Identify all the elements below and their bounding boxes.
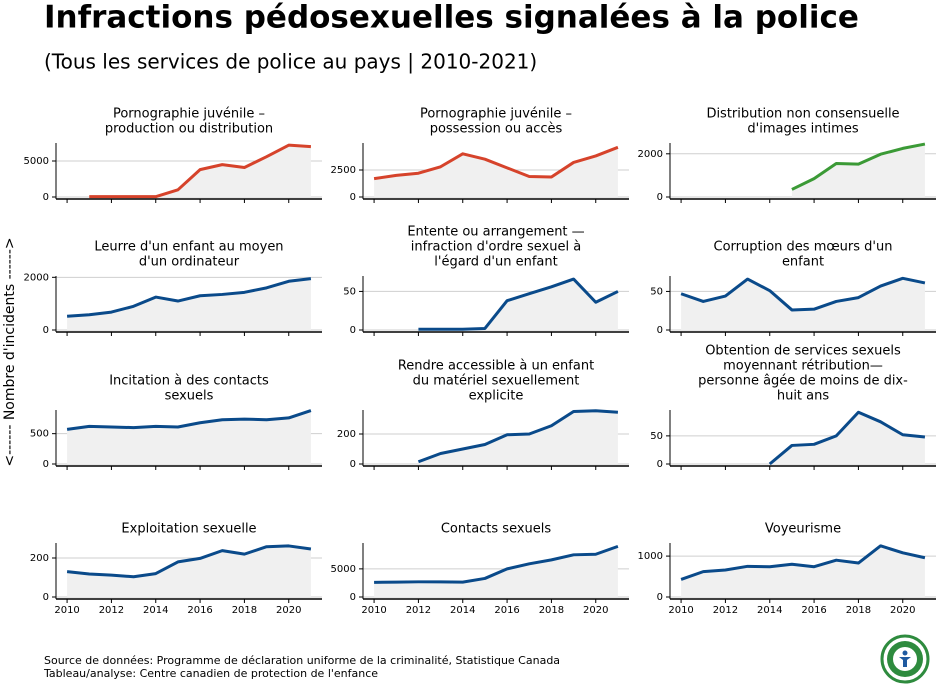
panel-title: d'un ordinateur	[139, 255, 240, 270]
y-tick-label: 5000	[331, 564, 356, 575]
y-tick-label: 0	[657, 459, 663, 470]
y-tick-label: 0	[657, 592, 663, 603]
panel-title: Leurre d'un enfant au moyen	[94, 240, 283, 255]
y-tick-label: 50	[650, 431, 663, 442]
panel-title: Distribution non consensuelle	[706, 107, 899, 122]
y-tick-label: 0	[350, 192, 356, 203]
y-tick-label: 5000	[24, 156, 49, 167]
x-tick-label: 2010	[54, 605, 79, 616]
panel-title: explicite	[469, 389, 524, 404]
y-tick-label: 1000	[638, 551, 663, 562]
source-line: Tableau/analyse: Centre canadien de prot…	[43, 667, 378, 680]
x-tick-label: 2020	[583, 605, 608, 616]
y-tick-label: 200	[30, 553, 49, 564]
data-line	[680, 544, 926, 581]
area	[374, 147, 618, 197]
page-title: Infractions pédosexuelles signalées à la…	[44, 0, 859, 36]
panel-title: infraction d'ordre sexuel à	[411, 240, 581, 255]
y-tick-label: 0	[43, 325, 49, 336]
y-tick-label: 0	[657, 325, 663, 336]
panel-title: moyennant rétribution—	[723, 359, 883, 374]
x-tick-label: 2010	[668, 605, 693, 616]
panel-title: l'égard d'un enfant	[434, 255, 557, 270]
x-tick-label: 2014	[143, 605, 168, 616]
y-tick-label: 2000	[638, 149, 663, 160]
panel-title: Pornographie juvénile –	[420, 107, 572, 122]
panel-title: personne âgée de moins de dix-	[698, 374, 908, 389]
y-tick-label: 0	[350, 459, 356, 470]
x-tick-label: 2018	[846, 605, 871, 616]
data-line	[680, 276, 926, 312]
panel-title: Exploitation sexuelle	[121, 522, 256, 537]
panel-title: Contacts sexuels	[441, 522, 552, 537]
area	[791, 144, 925, 197]
panel-title: d'images intimes	[747, 122, 858, 137]
y-tick-label: 500	[30, 429, 49, 440]
area	[418, 279, 618, 330]
x-tick-label: 2012	[406, 605, 431, 616]
x-tick-label: 2010	[361, 605, 386, 616]
x-tick-label: 2016	[494, 605, 519, 616]
area	[67, 410, 311, 464]
data-line	[374, 544, 619, 584]
data-line	[89, 143, 312, 199]
logo	[880, 634, 930, 684]
x-tick-label: 2014	[450, 605, 475, 616]
x-tick-label: 2016	[801, 605, 826, 616]
y-axis-label: <------ Nombre d'incidents ------>	[2, 237, 18, 466]
area	[418, 410, 618, 464]
x-tick-label: 2014	[757, 605, 782, 616]
panel-title: Entente ou arrangement —	[407, 225, 584, 240]
panel-title: sexuels	[165, 389, 214, 404]
x-tick-label: 2020	[276, 605, 301, 616]
data-line	[768, 410, 926, 466]
data-line	[66, 409, 312, 431]
y-tick-label: 50	[343, 286, 356, 297]
area	[681, 278, 925, 330]
data-line	[418, 277, 619, 331]
x-tick-label: 2016	[187, 605, 212, 616]
area	[681, 545, 925, 597]
x-tick-label: 2018	[539, 605, 564, 616]
panel-title: enfant	[782, 255, 824, 270]
panel-title: Incitation à des contacts	[109, 374, 269, 389]
source-line: Source de données: Programme de déclarat…	[44, 654, 560, 667]
y-tick-label: 0	[350, 325, 356, 336]
data-line	[66, 544, 312, 579]
panel-title: Rendre accessible à un enfant	[398, 359, 594, 374]
y-tick-label: 0	[43, 459, 49, 470]
panel-title: Voyeurisme	[765, 522, 841, 537]
data-line	[66, 277, 312, 318]
y-tick-label: 0	[350, 592, 356, 603]
x-tick-label: 2012	[713, 605, 738, 616]
area	[769, 412, 925, 464]
data-line	[373, 145, 619, 181]
y-tick-label: 2500	[331, 165, 356, 176]
data-line	[417, 409, 619, 464]
panel-title: Obtention de services sexuels	[705, 344, 901, 359]
area	[67, 545, 311, 597]
x-tick-label: 2018	[232, 605, 257, 616]
y-tick-label: 0	[43, 192, 49, 203]
page-subtitle: (Tous les services de police au pays | 2…	[44, 50, 537, 74]
y-tick-label: 2000	[24, 272, 49, 283]
x-tick-label: 2012	[99, 605, 124, 616]
y-tick-label: 200	[337, 429, 356, 440]
x-tick-label: 2020	[890, 605, 915, 616]
panel-title: production ou distribution	[105, 122, 273, 137]
panel-title: Pornographie juvénile –	[113, 107, 265, 122]
y-tick-label: 50	[650, 286, 663, 297]
panel-title: du matériel sexuellement	[413, 374, 580, 389]
y-tick-label: 0	[43, 592, 49, 603]
panel-title: possession ou accès	[430, 122, 563, 137]
panel-title: Corruption des mœurs d'un	[714, 240, 893, 255]
panel-title: huit ans	[777, 389, 830, 404]
data-line	[791, 142, 926, 191]
y-tick-label: 0	[657, 192, 663, 203]
